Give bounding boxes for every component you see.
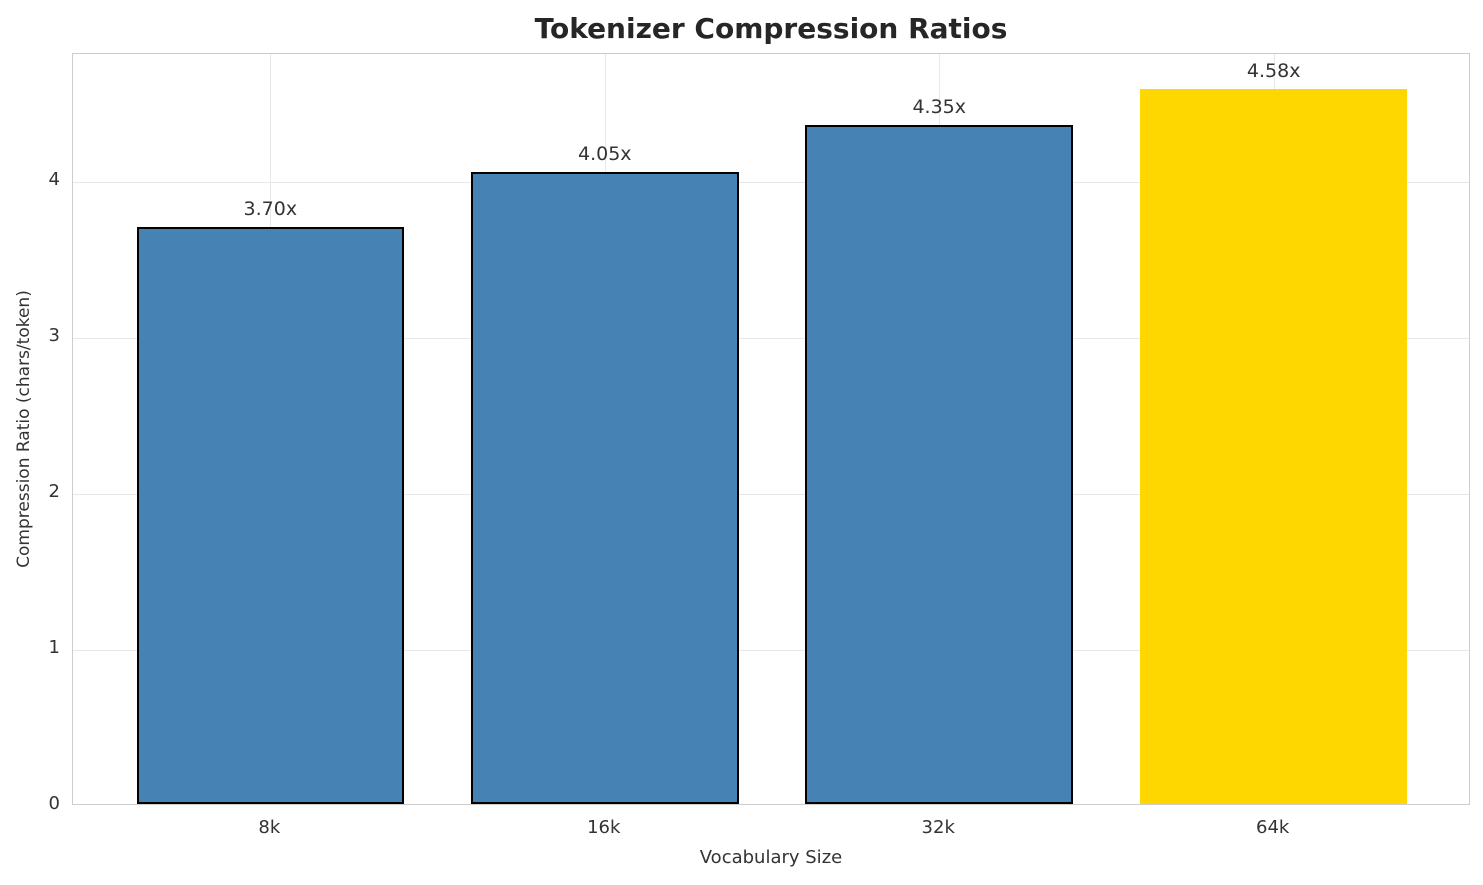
bar-8k bbox=[136, 226, 405, 804]
x-tick-label: 32k bbox=[921, 817, 955, 838]
bar-value-label: 4.58x bbox=[1246, 60, 1301, 83]
x-axis-label: Vocabulary Size bbox=[699, 847, 843, 868]
gridline-horizontal bbox=[73, 181, 1469, 183]
y-tick-label: 1 bbox=[48, 636, 60, 658]
x-tick-label: 64k bbox=[1256, 817, 1290, 838]
bar-16k bbox=[470, 172, 739, 804]
bar-64k bbox=[1139, 89, 1408, 804]
x-tick-label: 16k bbox=[587, 817, 621, 838]
plot-area: 3.70x 4.05x 4.35x 4.58x bbox=[72, 53, 1470, 805]
bar-value-label: 4.05x bbox=[577, 143, 632, 166]
bar-value-label: 4.35x bbox=[912, 96, 966, 119]
chart-title: Tokenizer Compression Ratios bbox=[534, 12, 1008, 45]
bar-value-label: 3.70x bbox=[243, 197, 298, 220]
gridline-horizontal bbox=[73, 493, 1469, 495]
y-tick-label: 4 bbox=[48, 168, 60, 190]
bar-32k bbox=[805, 125, 1073, 804]
gridline-horizontal bbox=[73, 337, 1469, 339]
y-axis-label-wrap: Compression Ratio (chars/token) bbox=[12, 53, 36, 805]
y-tick-label: 3 bbox=[48, 324, 60, 346]
y-tick-label: 0 bbox=[48, 793, 60, 814]
x-tick-label: 8k bbox=[258, 817, 281, 838]
gridline-horizontal bbox=[73, 649, 1469, 651]
y-tick-label: 2 bbox=[48, 480, 60, 502]
